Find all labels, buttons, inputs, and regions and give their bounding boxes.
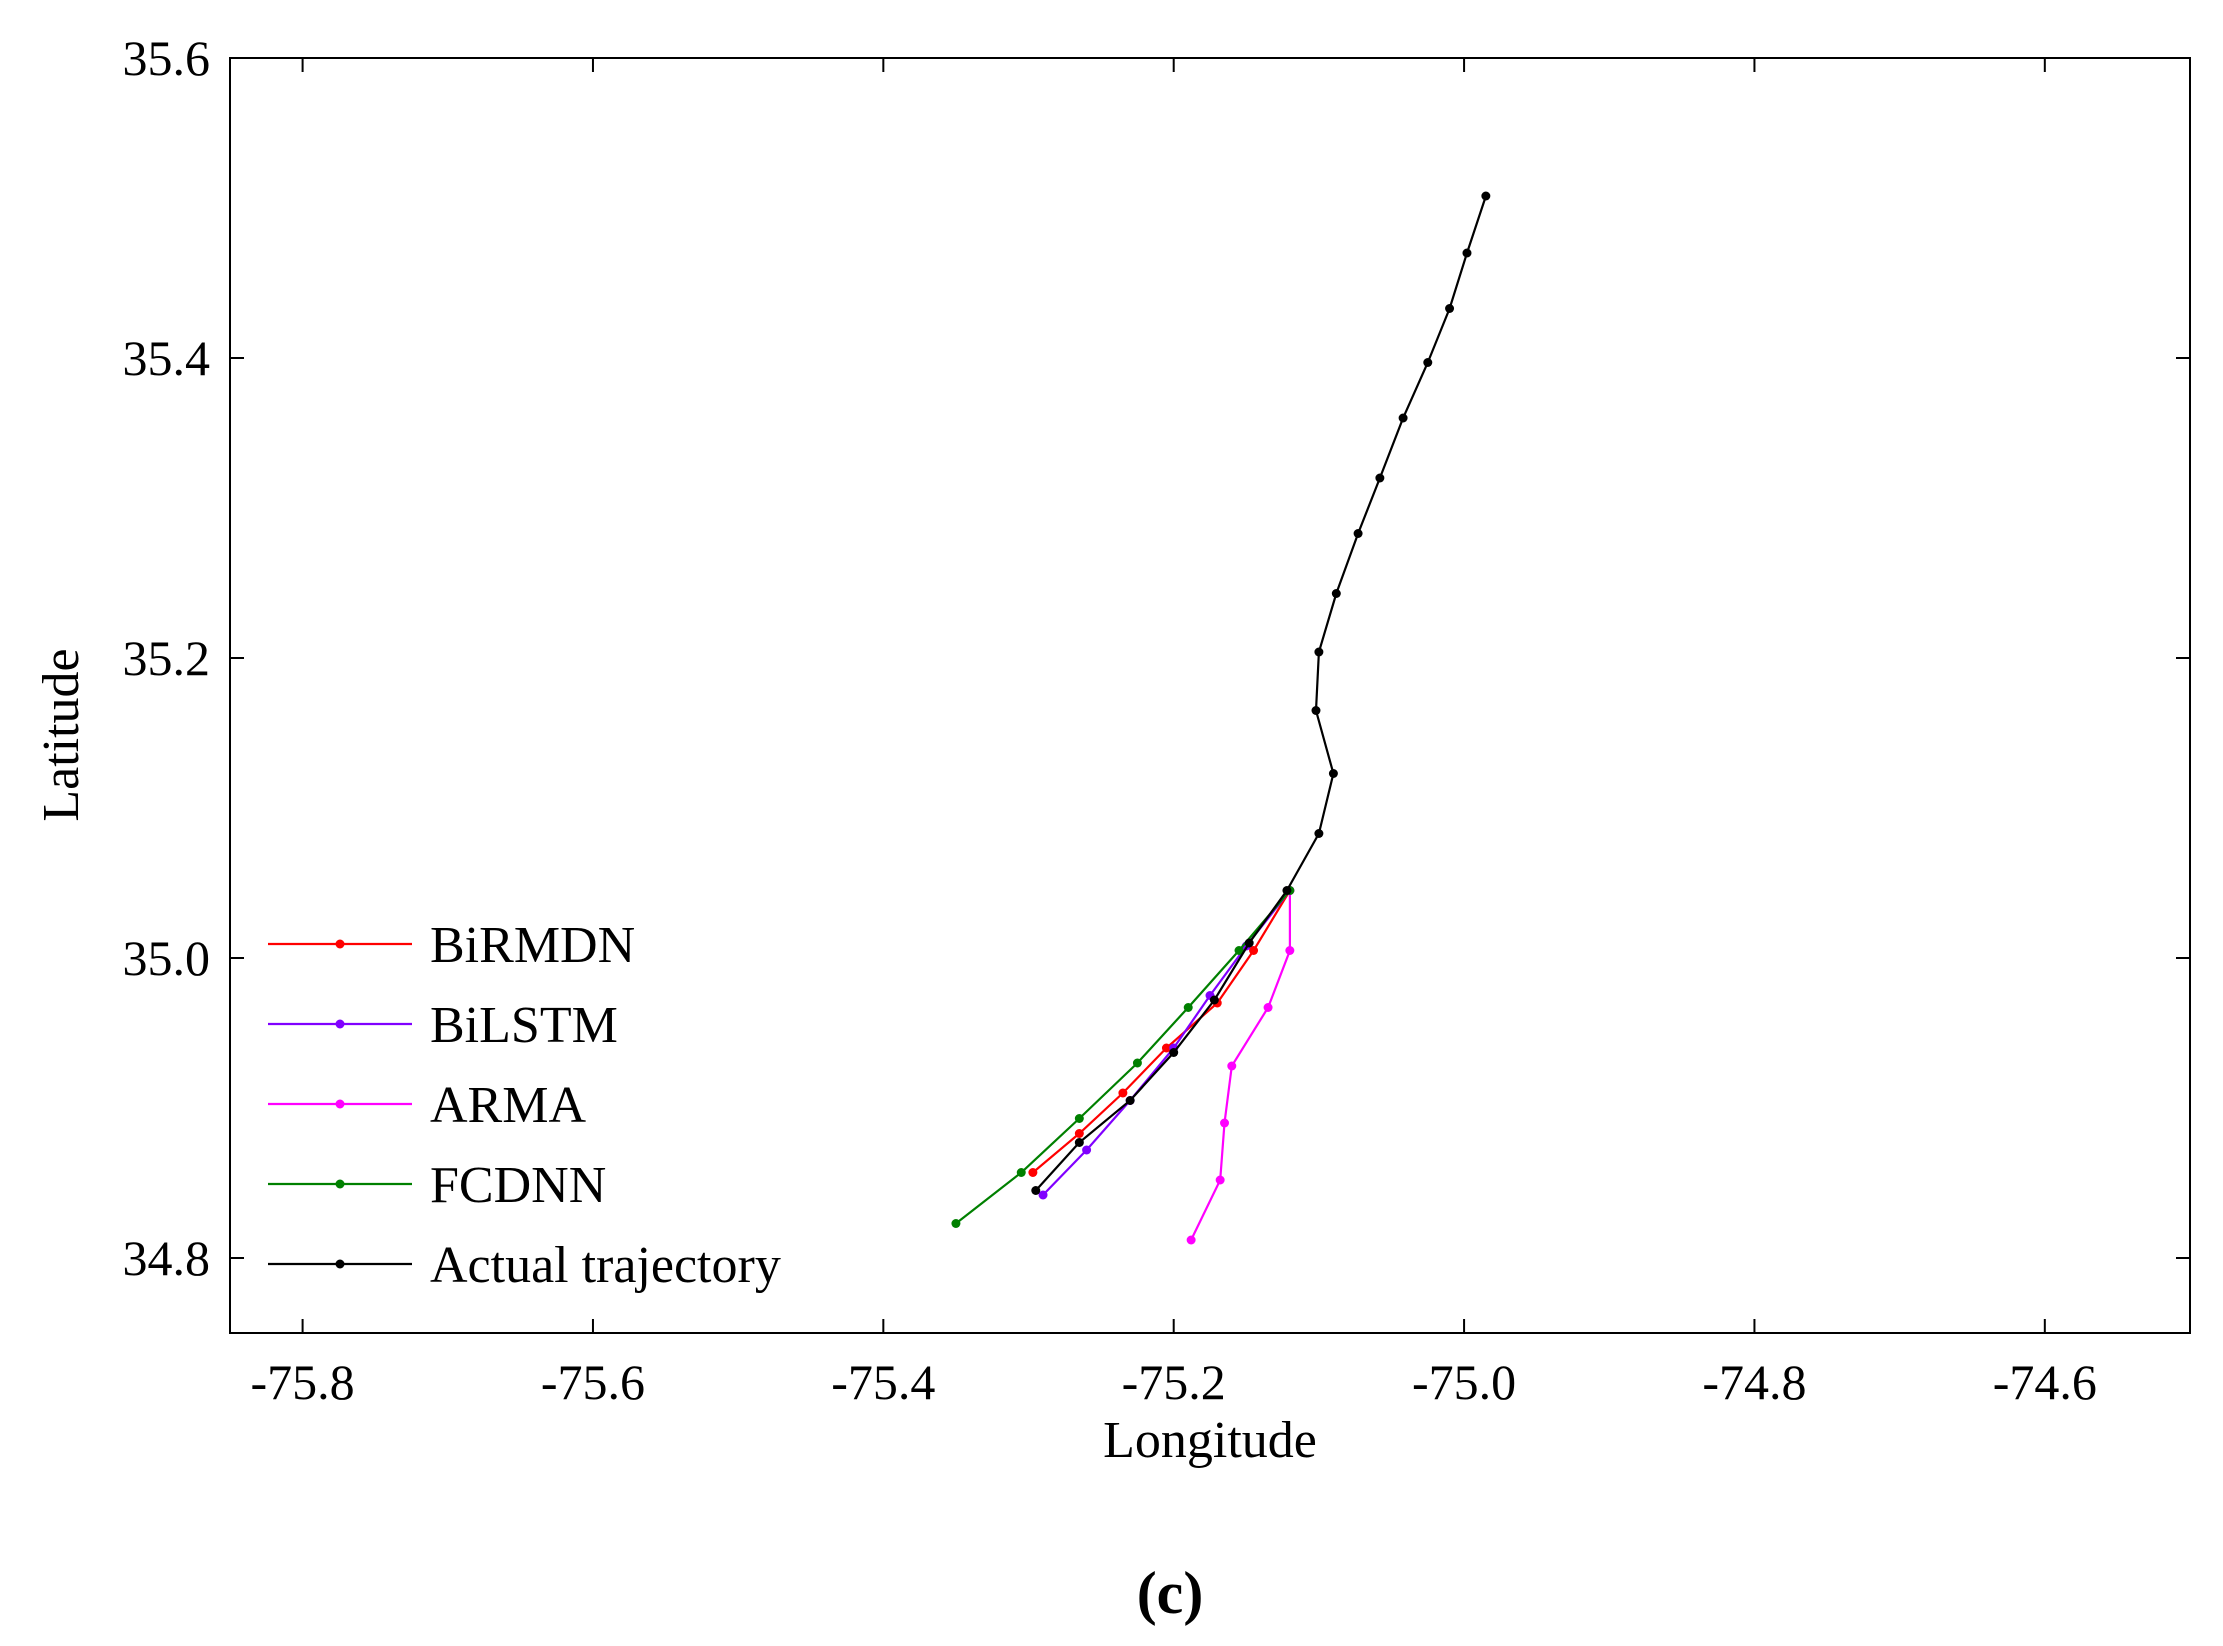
series-arma	[1186, 886, 1295, 1245]
legend-item-birmdn: BiRMDN	[268, 917, 635, 974]
data-point-actual-trajectory	[1375, 473, 1385, 483]
legend-swatch-marker	[335, 1099, 345, 1109]
legend-swatch-marker	[335, 1259, 345, 1269]
data-point-actual-trajectory	[1423, 358, 1433, 367]
legend-swatch-marker	[335, 1179, 345, 1189]
data-point-actual-trajectory	[1244, 938, 1254, 948]
x-tick-label: -75.8	[251, 1354, 355, 1410]
data-point-arma	[1227, 1061, 1237, 1071]
data-point-actual-trajectory	[1169, 1048, 1179, 1057]
x-tick-label: -74.8	[1702, 1354, 1806, 1410]
y-tick-label: 35.4	[123, 330, 211, 386]
data-point-actual-trajectory	[1031, 1186, 1041, 1195]
data-point-arma	[1215, 1175, 1225, 1185]
data-point-birmdn	[1249, 946, 1259, 955]
y-tick-label: 34.8	[123, 1230, 211, 1286]
data-point-fcdnn	[1132, 1058, 1142, 1068]
legend-label: BiRMDN	[430, 917, 635, 974]
x-tick-label: -75.0	[1412, 1354, 1516, 1410]
y-tick-label: 35.2	[123, 630, 211, 686]
data-point-actual-trajectory	[1331, 589, 1341, 598]
legend-item-arma: ARMA	[268, 1077, 586, 1134]
legend-swatch-marker	[335, 939, 345, 949]
series-fcdnn	[951, 886, 1295, 1228]
x-tick-label: -74.6	[1993, 1354, 2097, 1410]
figure-caption: (c)	[1137, 1560, 1204, 1626]
data-point-arma	[1186, 1235, 1196, 1245]
data-point-birmdn	[1161, 1043, 1171, 1053]
data-point-birmdn	[1118, 1088, 1128, 1098]
data-point-birmdn	[1074, 1129, 1084, 1138]
series-line-actual-trajectory	[1034, 195, 1487, 1192]
data-point-actual-trajectory	[1353, 529, 1363, 538]
series-actual-trajectory	[1031, 191, 1491, 1195]
data-point-fcdnn	[1074, 1114, 1084, 1123]
y-tick-label: 35.0	[123, 930, 211, 986]
data-point-bilstm	[1082, 1145, 1092, 1155]
x-tick-label: -75.4	[831, 1354, 935, 1410]
data-point-actual-trajectory	[1311, 706, 1321, 715]
plot-frame	[229, 57, 2191, 1334]
legend-swatch-marker	[335, 1019, 345, 1029]
legend-item-bilstm: BiLSTM	[268, 997, 618, 1054]
data-point-actual-trajectory	[1462, 248, 1472, 258]
legend-item-actual-trajectory: Actual trajectory	[268, 1237, 781, 1294]
legend-label: Actual trajectory	[430, 1237, 781, 1294]
data-point-actual-trajectory	[1398, 413, 1408, 423]
data-point-arma	[1285, 946, 1295, 955]
data-point-actual-trajectory	[1314, 829, 1324, 838]
legend-label: BiLSTM	[430, 997, 618, 1054]
data-point-fcdnn	[1234, 946, 1244, 955]
data-point-fcdnn	[1183, 1003, 1193, 1012]
series-line-arma	[1190, 890, 1292, 1241]
legend-item-fcdnn: FCDNN	[268, 1157, 606, 1214]
series-line-fcdnn	[955, 889, 1291, 1225]
legend-label: FCDNN	[430, 1157, 606, 1214]
y-tick-label: 35.6	[123, 30, 211, 86]
data-point-fcdnn	[951, 1219, 961, 1228]
series-line-birmdn	[1032, 889, 1291, 1174]
x-tick-label: -75.2	[1122, 1354, 1226, 1410]
data-point-actual-trajectory	[1074, 1138, 1084, 1147]
y-axis-label: Latitude	[33, 648, 90, 821]
data-point-actual-trajectory	[1209, 995, 1219, 1005]
data-point-actual-trajectory	[1481, 191, 1491, 201]
data-point-birmdn	[1028, 1168, 1038, 1177]
data-point-arma	[1263, 1003, 1273, 1012]
data-point-actual-trajectory	[1445, 304, 1455, 313]
x-tick-label: -75.6	[541, 1354, 645, 1410]
data-point-actual-trajectory	[1125, 1096, 1135, 1105]
legend-label: ARMA	[430, 1077, 586, 1134]
data-point-arma	[1220, 1118, 1230, 1128]
data-point-actual-trajectory	[1314, 647, 1324, 657]
x-axis-label: Longitude	[1103, 1412, 1317, 1469]
data-point-bilstm	[1038, 1190, 1048, 1200]
data-point-fcdnn	[1016, 1168, 1026, 1177]
data-point-actual-trajectory	[1328, 769, 1338, 778]
data-point-actual-trajectory	[1282, 886, 1292, 895]
